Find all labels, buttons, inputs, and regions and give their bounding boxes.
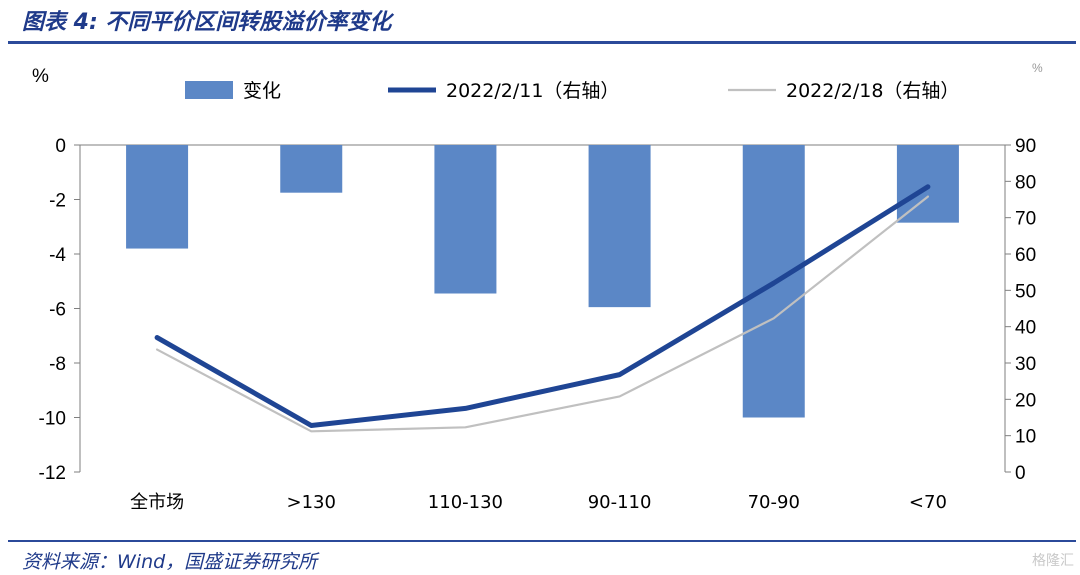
right-tick-label: 90 [1015, 136, 1036, 157]
left-tick-label: -4 [49, 245, 66, 266]
right-axis-unit: % [1032, 61, 1043, 75]
left-tick-label: -6 [49, 300, 66, 321]
legend-swatch-bar [185, 81, 233, 99]
category-label: 90-110 [588, 492, 652, 513]
series-line-2022-2-18 [155, 195, 930, 433]
chart-title: 图表 4: 不同平价区间转股溢价率变化 [22, 10, 392, 35]
bottom-rule [8, 540, 1076, 542]
right-tick-label: 20 [1015, 390, 1036, 411]
legend-label: 变化 [243, 80, 281, 102]
bar [126, 145, 189, 249]
left-tick-label: -2 [49, 191, 66, 212]
legend-label: 2022/2/18（右轴） [786, 80, 959, 102]
legend-label: 2022/2/11（右轴） [446, 80, 619, 102]
left-tick-label: -10 [39, 409, 66, 430]
right-tick-label: 70 [1015, 209, 1036, 230]
right-tick-label: 80 [1015, 172, 1036, 193]
right-tick-label: 0 [1015, 463, 1026, 484]
line-series [154, 184, 931, 433]
legend: 变化 2022/2/11（右轴） 2022/2/18（右轴） [185, 80, 959, 102]
right-tick-label: 50 [1015, 281, 1036, 302]
bar [280, 145, 343, 193]
axes: 0 -2 -4 -6 -8 -10 -12 90 80 70 60 50 40 30 20 10 0 全市场 >13… [39, 136, 1037, 513]
chart: 0 -2 -4 -6 -8 -10 -12 90 80 70 60 50 40 30 20 10 0 全市场 >13… [32, 61, 1043, 513]
right-tick-label: 40 [1015, 318, 1036, 339]
series-line-2022-2-11 [154, 184, 931, 428]
source-note: 资料来源：Wind，国盛证券研究所 [22, 551, 318, 573]
right-tick-label: 60 [1015, 245, 1036, 266]
bar [434, 145, 497, 294]
bar [896, 145, 959, 223]
bar-series [126, 145, 959, 418]
category-label: 70-90 [748, 492, 800, 513]
category-label: 全市场 [130, 492, 184, 513]
right-tick-label: 30 [1015, 354, 1036, 375]
top-rule [8, 41, 1076, 44]
bar [588, 145, 651, 308]
category-label: >130 [287, 492, 336, 513]
category-label: <70 [909, 492, 947, 513]
category-label: 110-130 [428, 492, 503, 513]
watermark: 格隆汇 [1032, 553, 1074, 569]
left-tick-label: 0 [55, 136, 66, 157]
left-tick-label: -8 [49, 354, 66, 375]
right-tick-label: 10 [1015, 427, 1036, 448]
left-tick-label: -12 [39, 463, 66, 484]
left-axis-unit: % [32, 66, 49, 87]
